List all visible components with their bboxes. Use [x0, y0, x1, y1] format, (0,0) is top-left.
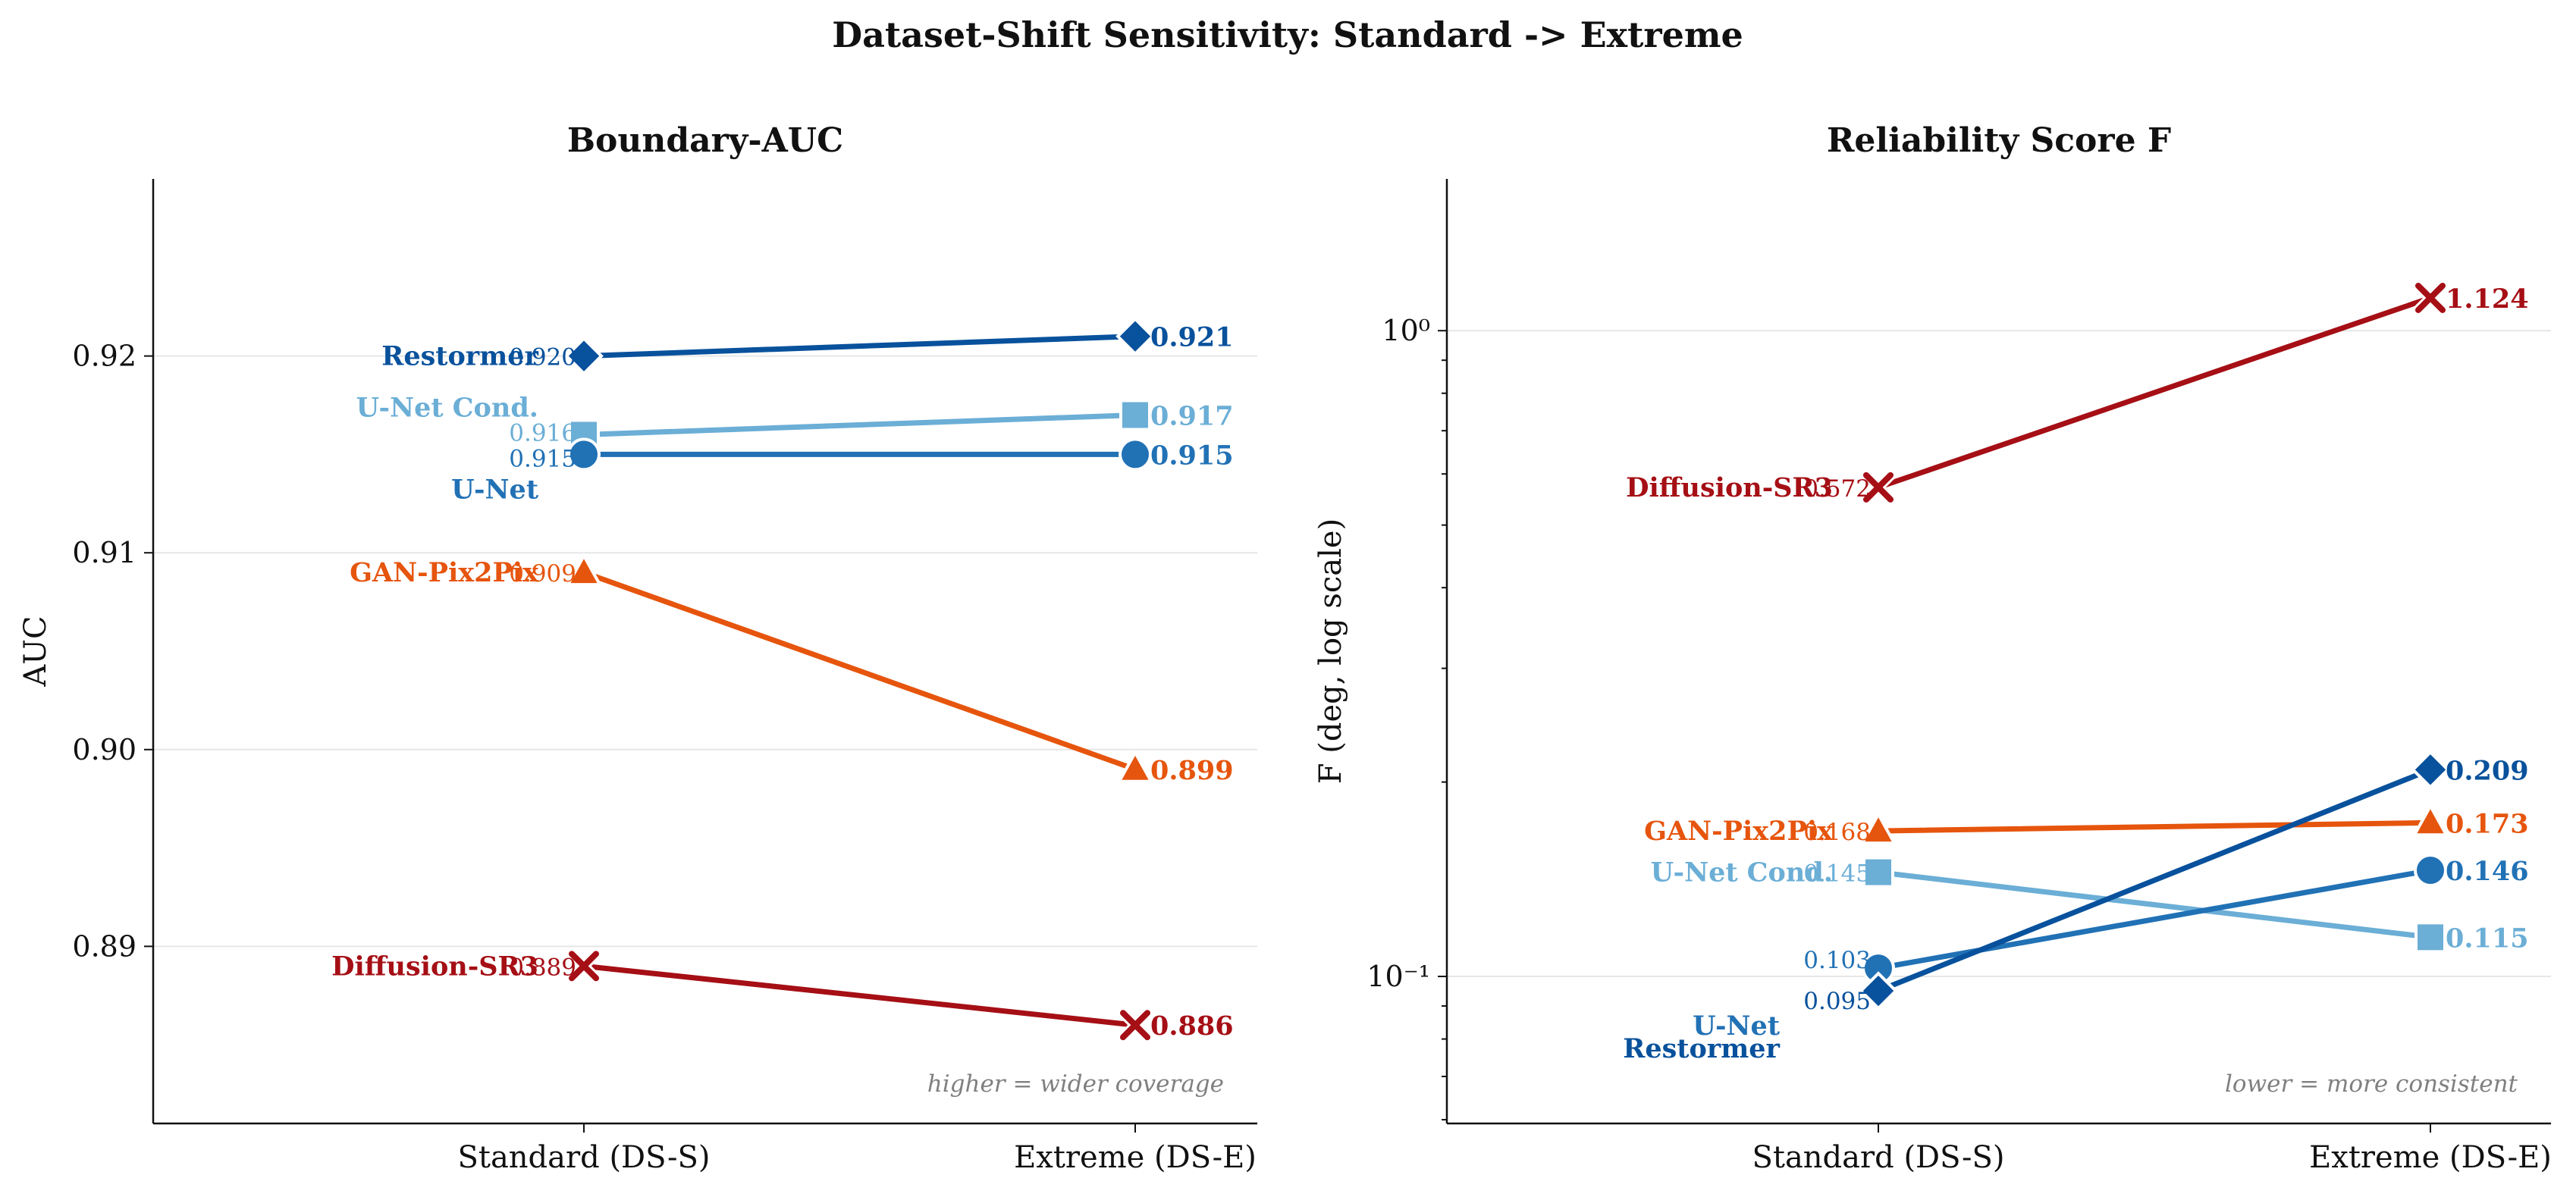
series-line	[581, 412, 1138, 437]
data-label-start: 0.095	[1803, 988, 1871, 1015]
series-line	[1875, 867, 2433, 971]
x-tick-label: Standard (DS-S)	[457, 1140, 710, 1175]
series-name-label: Restormer	[381, 341, 538, 372]
data-point	[2415, 282, 2446, 313]
x-tick-label: Standard (DS-S)	[1752, 1140, 2004, 1175]
data-label-end: 0.917	[1150, 401, 1234, 432]
data-label-end: 0.115	[2446, 923, 2529, 954]
data-point	[567, 437, 601, 472]
data-point	[565, 553, 603, 587]
panel-title: Boundary-AUC	[567, 121, 843, 160]
series-line	[581, 963, 1138, 1028]
data-point	[1863, 472, 1894, 503]
data-label-end: 0.915	[1150, 440, 1234, 471]
series-line	[1875, 819, 2433, 834]
panel-title: Reliability Score F	[1827, 121, 2171, 160]
data-label-end: 0.146	[2446, 856, 2529, 887]
data-label-start: 0.916	[509, 419, 576, 447]
data-point	[564, 336, 604, 376]
data-label-start: 0.168	[1803, 819, 1871, 846]
series-u-net: 0.103 U-Net 0.146	[1693, 854, 2529, 1042]
data-point	[1120, 1010, 1150, 1041]
series-name-label: Restormer	[1623, 1033, 1780, 1064]
series-line	[581, 569, 1138, 772]
y-axis-label: AUC	[18, 616, 53, 687]
y-tick-label: 0.89	[72, 929, 136, 963]
data-point	[1862, 856, 1894, 888]
data-label-start: 0.909	[509, 560, 576, 588]
data-label-end: 0.173	[2446, 808, 2529, 839]
series-name-label: U-Net	[1693, 1011, 1780, 1042]
figure-title: Dataset-Shift Sensitivity: Standard -> E…	[832, 14, 1743, 55]
x-tick-label: Extreme (DS-E)	[2309, 1140, 2552, 1175]
x-tick-label: Extreme (DS-E)	[1014, 1140, 1257, 1175]
series-line	[1875, 766, 2433, 994]
y-tick-label: 10⁻¹	[1366, 960, 1430, 993]
data-label-start: 0.889	[509, 954, 576, 981]
series-line	[1875, 870, 2433, 940]
series-restormer: 0.095 Restormer 0.209	[1623, 750, 2529, 1064]
data-label-end: 1.124	[2446, 284, 2529, 315]
data-label-start: 0.572	[1803, 475, 1871, 503]
data-label-end: 0.886	[1150, 1011, 1234, 1042]
series-line	[581, 334, 1138, 359]
y-axis-label: F (deg, log scale)	[1313, 519, 1348, 784]
panel-reliability-score: Reliability Score F 10⁻¹ 10⁰ Standard (DS-S…	[1313, 121, 2552, 1175]
data-point	[1119, 399, 1151, 431]
data-label-start: 0.103	[1803, 947, 1871, 974]
data-label-start: 0.915	[509, 445, 576, 472]
data-point	[2411, 803, 2449, 837]
annotation-note: higher = wider coverage	[927, 1070, 1224, 1098]
y-tick-label: 10⁰	[1382, 314, 1430, 347]
data-point	[1859, 971, 1898, 1011]
data-point	[1119, 437, 1152, 472]
y-tick-label: 0.92	[72, 340, 136, 373]
data-label-end: 0.899	[1150, 755, 1234, 786]
series-name-label: U-Net	[451, 474, 538, 505]
data-point	[1115, 316, 1155, 356]
data-point	[2414, 921, 2446, 954]
data-point	[1116, 749, 1154, 783]
panel-boundary-auc: Boundary-AUC 0.89 0.90 0.91 0.92 Standard (DS…	[18, 121, 1257, 1175]
y-tick-label: 0.91	[72, 536, 136, 569]
data-point	[569, 951, 599, 982]
series-name-label: GAN-Pix2Pix	[350, 557, 539, 588]
series-name-label: GAN-Pix2Pix	[1644, 816, 1834, 847]
series-name-label: U-Net Cond.	[356, 392, 538, 423]
data-label-start: 0.145	[1803, 860, 1871, 888]
data-point	[2411, 750, 2450, 790]
data-point	[1859, 810, 1897, 845]
series-name-label: Diffusion-SR3	[331, 951, 538, 982]
series-name-label: Diffusion-SR3	[1626, 472, 1833, 503]
data-point	[2414, 854, 2447, 888]
annotation-note: lower = more consistent	[2225, 1070, 2518, 1098]
series-line	[1875, 295, 2433, 490]
data-label-end: 0.209	[2446, 755, 2529, 786]
data-label-start: 0.920	[509, 344, 576, 371]
data-label-end: 0.921	[1150, 322, 1234, 353]
y-tick-label: 0.90	[72, 733, 136, 766]
series-name-label: U-Net Cond.	[1651, 857, 1833, 888]
